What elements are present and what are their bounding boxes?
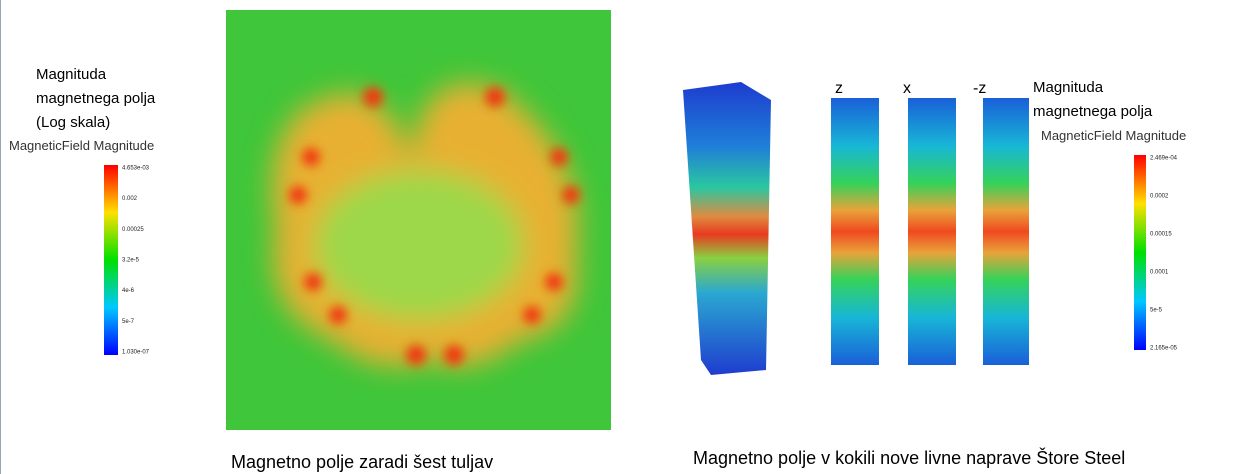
legend-title: magnetnega polja (36, 89, 155, 108)
colorbar-label: 5e-5 (1150, 308, 1163, 314)
caption: Magnetno polje v kokili nove livne napra… (693, 448, 1125, 469)
colorbar-label: 2.469e-04 (1150, 156, 1178, 162)
colorbar-label: 1.030e-07 (122, 350, 150, 356)
graphics: 4.653e-03 0.002 0.00025 3.2e-5 4e-6 5e-7 1.030… (1, 0, 1250, 474)
field-label: MagneticField Magnitude (9, 138, 154, 153)
view-label: z (835, 80, 843, 98)
mold-view-3d (683, 82, 771, 375)
slide: 4.653e-03 0.002 0.00025 3.2e-5 4e-6 5e-7 1.030… (0, 0, 1250, 474)
colorbar-label: 0.00025 (122, 227, 144, 233)
legend-title: Magnituda (36, 65, 106, 84)
colorbar-label: 4.653e-03 (122, 166, 150, 172)
colorbar-label: 0.0001 (1150, 270, 1169, 276)
view-label: x (903, 80, 911, 98)
mold-view-minus-z (983, 98, 1029, 365)
mold-view-z (831, 98, 879, 365)
colorbar-label: 4e-6 (122, 288, 135, 294)
field-glow (272, 83, 578, 367)
caption: Magnetno polje zaradi šest tuljav (231, 452, 493, 473)
colorbar-label: 3.2e-5 (122, 258, 140, 264)
colorbar-label: 0.00015 (1150, 232, 1172, 238)
mold-view-x (908, 98, 956, 365)
field-label: MagneticField Magnitude (1041, 128, 1186, 143)
colorbar-labels: 4.653e-03 0.002 0.00025 3.2e-5 4e-6 5e-7 1.030… (122, 166, 150, 356)
colorbar-labels: 2.469e-04 0.0002 0.00015 0.0001 5e-5 2.165e-0… (1150, 156, 1178, 352)
colorbar-label: 0.002 (122, 196, 138, 202)
legend-title: magnetnega polja (1033, 102, 1152, 121)
legend-title: (Log skala) (36, 113, 110, 132)
colorbar (104, 165, 118, 355)
colorbar-label: 0.0002 (1150, 194, 1169, 200)
colorbar-label: 2.165e-05 (1150, 346, 1178, 352)
colorbar (1134, 155, 1146, 350)
view-label: -z (973, 80, 986, 98)
colorbar-label: 5e-7 (122, 319, 135, 325)
legend-title: Magnituda (1033, 78, 1103, 97)
